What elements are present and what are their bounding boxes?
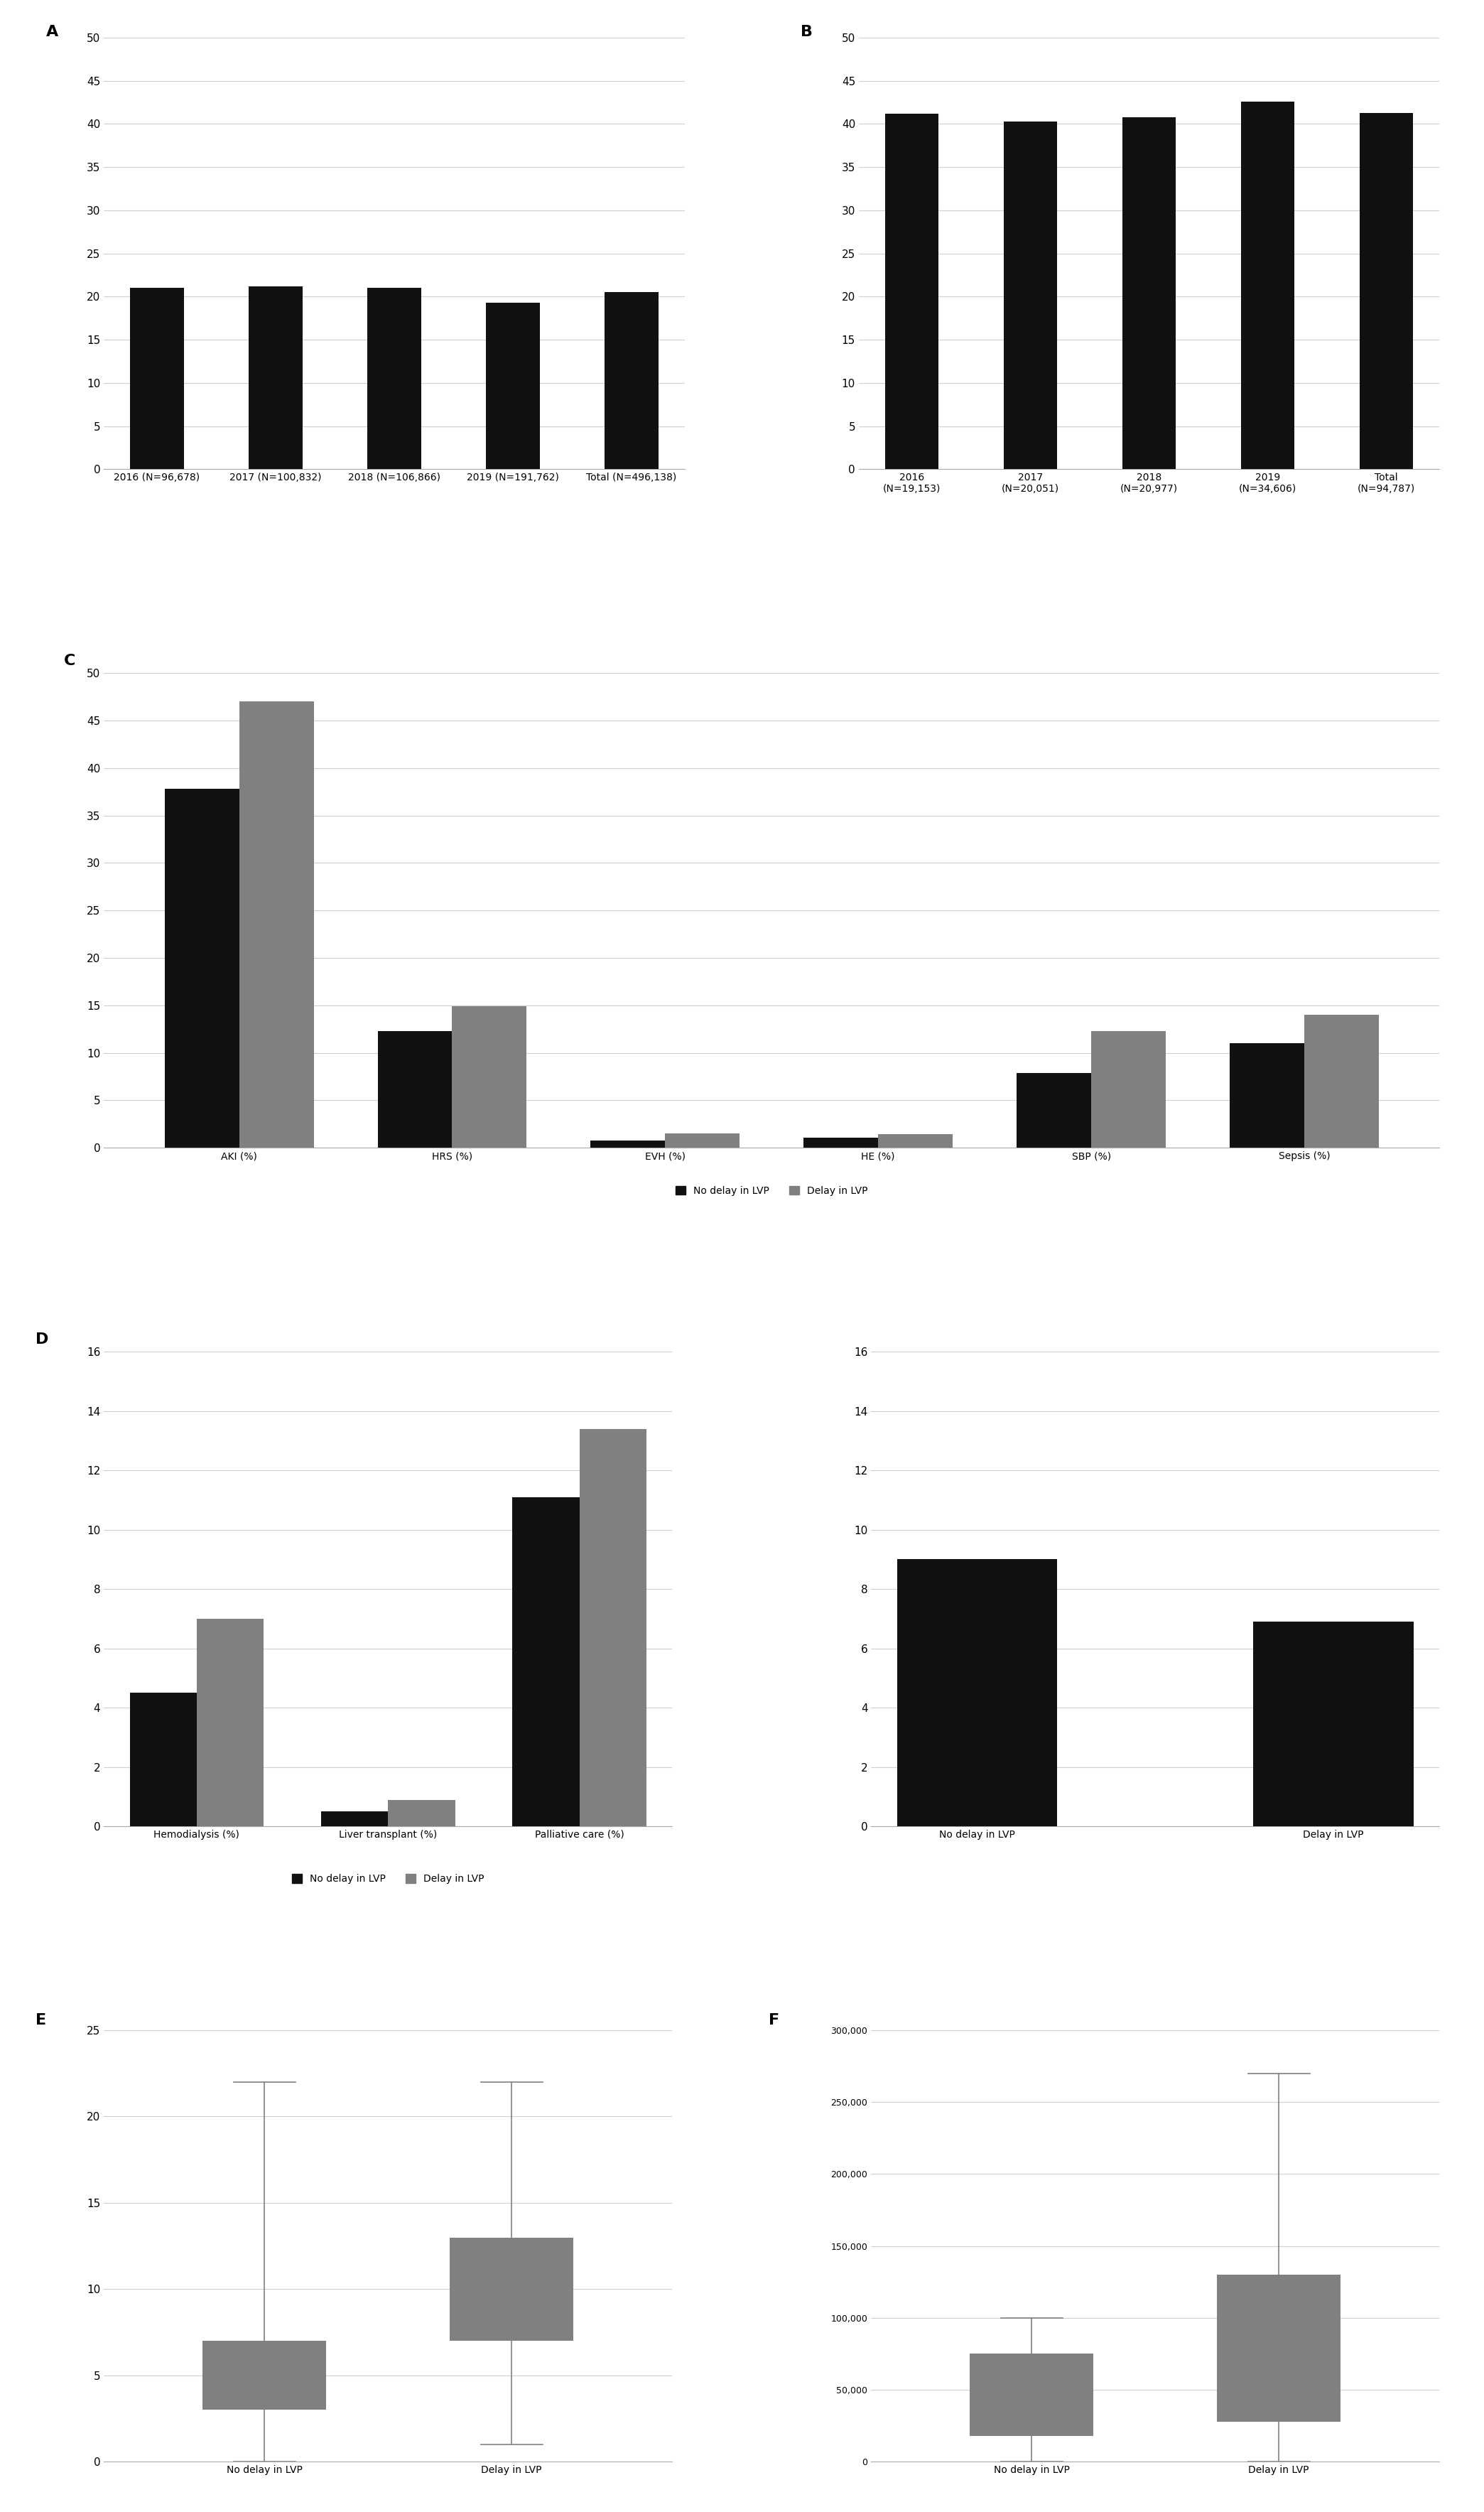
Bar: [487, 301, 540, 470]
Bar: [896, 1560, 1057, 1826]
Bar: [879, 1135, 953, 1148]
Bar: [1254, 1623, 1414, 1826]
Bar: [249, 286, 303, 470]
Bar: [203, 2341, 326, 2409]
Text: B: B: [801, 25, 813, 40]
Text: E: E: [36, 2012, 46, 2027]
Bar: [321, 1811, 387, 1826]
Bar: [1241, 100, 1294, 470]
Bar: [591, 1140, 665, 1148]
Bar: [1003, 121, 1057, 470]
Text: A: A: [46, 25, 58, 40]
Bar: [197, 1618, 264, 1826]
Bar: [377, 1030, 453, 1148]
Text: C: C: [64, 653, 76, 668]
Bar: [450, 2238, 573, 2341]
Text: D: D: [36, 1334, 49, 1346]
Legend: No delay in LVP, Delay in LVP: No delay in LVP, Delay in LVP: [672, 1183, 871, 1201]
Bar: [971, 2354, 1094, 2437]
Bar: [239, 701, 313, 1148]
Bar: [605, 291, 659, 470]
Legend: No delay in LVP, Delay in LVP: No delay in LVP, Delay in LVP: [288, 1869, 488, 1889]
Bar: [1122, 118, 1175, 470]
Bar: [387, 1799, 456, 1826]
Bar: [453, 1007, 527, 1148]
Bar: [1230, 1042, 1304, 1148]
Bar: [129, 1693, 197, 1826]
Bar: [1359, 113, 1413, 470]
Bar: [368, 289, 421, 470]
Bar: [579, 1429, 647, 1826]
Bar: [512, 1497, 579, 1826]
Bar: [165, 789, 239, 1148]
Bar: [884, 113, 938, 470]
Bar: [1304, 1015, 1379, 1148]
Bar: [131, 289, 184, 470]
Bar: [1217, 2276, 1340, 2422]
Text: F: F: [769, 2012, 779, 2027]
Bar: [665, 1133, 739, 1148]
Bar: [1091, 1030, 1166, 1148]
Bar: [1017, 1073, 1091, 1148]
Bar: [804, 1138, 879, 1148]
